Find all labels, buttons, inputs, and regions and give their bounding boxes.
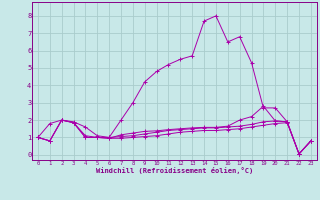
X-axis label: Windchill (Refroidissement éolien,°C): Windchill (Refroidissement éolien,°C) (96, 167, 253, 174)
